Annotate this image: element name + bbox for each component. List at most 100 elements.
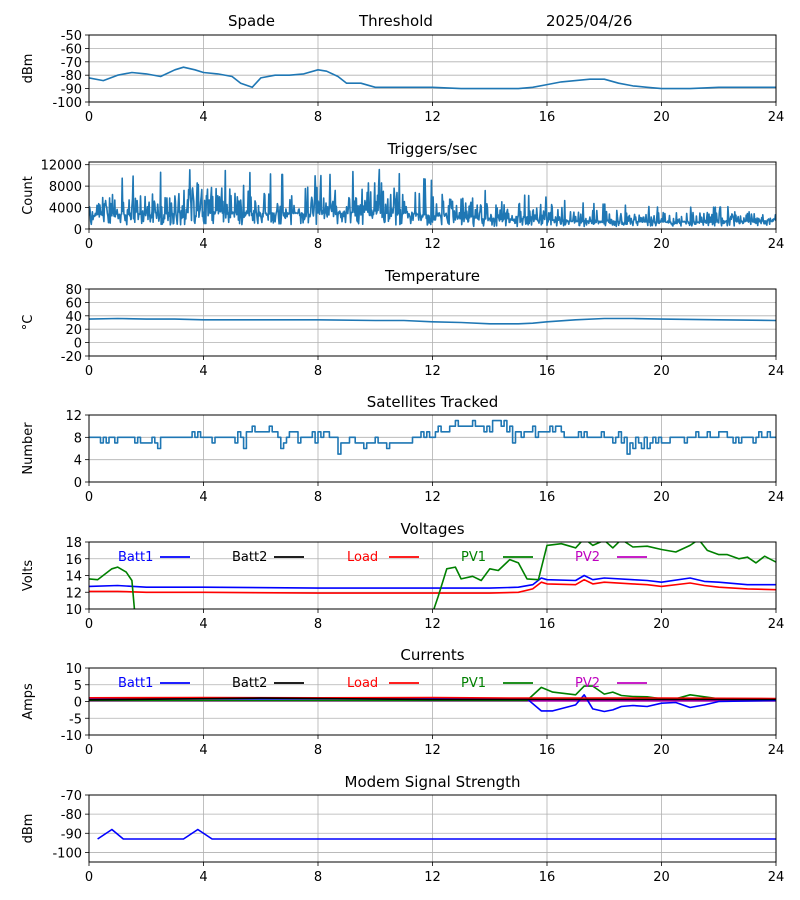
- x-tick-label: 20: [653, 110, 670, 125]
- chart-panel-6: [85, 667, 777, 739]
- y-tick-label: -5: [69, 712, 82, 727]
- y-axis-label: Volts: [21, 560, 36, 592]
- y-axis-label: dBm: [21, 814, 36, 844]
- chart-panel-4: [85, 414, 777, 486]
- series-line-batt1: [89, 574, 776, 589]
- x-tick-label: 24: [768, 237, 785, 252]
- chart-title: Triggers/sec: [387, 140, 478, 158]
- y-tick-label: 20: [65, 323, 82, 338]
- x-tick-label: 24: [768, 364, 785, 379]
- y-axis-label: Number: [21, 422, 36, 475]
- y-tick-label: 0: [74, 476, 82, 491]
- legend-label-batt2: Batt2: [232, 550, 267, 565]
- y-tick-label: 0: [74, 696, 82, 711]
- x-tick-label: 8: [314, 617, 322, 632]
- x-tick-label: 24: [768, 743, 785, 758]
- y-tick-label: 0: [74, 337, 82, 352]
- mode-label: Threshold: [359, 12, 433, 30]
- legend-label-pv1: PV1: [461, 676, 486, 691]
- y-tick-label: 16: [65, 553, 82, 568]
- y-tick-label: 4000: [49, 202, 82, 217]
- x-tick-label: 16: [539, 490, 556, 505]
- y-tick-label: -80: [61, 69, 82, 84]
- x-tick-label: 12: [424, 870, 441, 885]
- y-tick-label: -60: [61, 42, 82, 57]
- y-tick-label: 14: [65, 570, 82, 585]
- series-line-batt2: [89, 697, 776, 701]
- x-tick-label: 12: [424, 617, 441, 632]
- y-tick-label: 8000: [49, 180, 82, 195]
- x-tick-label: 16: [539, 237, 556, 252]
- x-tick-label: 12: [424, 490, 441, 505]
- series-line-1: [97, 828, 776, 840]
- x-tick-label: 0: [85, 870, 93, 885]
- chart-panel-1: [85, 34, 777, 106]
- x-tick-label: 0: [85, 237, 93, 252]
- x-tick-label: 16: [539, 870, 556, 885]
- x-tick-label: 4: [199, 743, 207, 758]
- series-line-pv1: [89, 685, 776, 702]
- y-tick-label: 40: [65, 310, 82, 325]
- chart-title: Satellites Tracked: [367, 393, 498, 411]
- series-line-pv1: [89, 542, 776, 609]
- x-tick-label: 12: [424, 237, 441, 252]
- y-tick-label: 4: [74, 454, 82, 469]
- x-tick-label: 8: [314, 364, 322, 379]
- site-name: Spade: [228, 12, 275, 30]
- x-tick-label: 4: [199, 364, 207, 379]
- x-tick-label: 4: [199, 110, 207, 125]
- x-tick-label: 4: [199, 617, 207, 632]
- y-tick-label: -70: [61, 56, 82, 71]
- series-line-1: [89, 317, 776, 325]
- x-tick-label: 16: [539, 364, 556, 379]
- y-tick-label: -90: [61, 83, 82, 98]
- x-tick-label: 24: [768, 617, 785, 632]
- y-tick-label: 12: [65, 409, 82, 424]
- legend-label-load: Load: [347, 676, 378, 691]
- x-tick-label: 8: [314, 743, 322, 758]
- x-tick-label: 8: [314, 490, 322, 505]
- y-tick-label: -80: [61, 808, 82, 823]
- y-tick-label: 80: [65, 283, 82, 298]
- x-tick-label: 20: [653, 364, 670, 379]
- chart-panel-7: [85, 794, 777, 866]
- legend-label-pv1: PV1: [461, 550, 486, 565]
- y-tick-label: 10: [65, 662, 82, 677]
- y-axis-label: dBm: [21, 54, 36, 84]
- x-tick-label: 4: [199, 490, 207, 505]
- x-tick-label: 0: [85, 364, 93, 379]
- y-tick-label: 0: [74, 223, 82, 238]
- x-tick-label: 20: [653, 743, 670, 758]
- y-tick-label: 12000: [41, 159, 82, 174]
- x-tick-label: 16: [539, 743, 556, 758]
- legend-label-load: Load: [347, 550, 378, 565]
- x-tick-label: 4: [199, 237, 207, 252]
- series-line-satellites: [89, 419, 776, 455]
- y-tick-label: -90: [61, 827, 82, 842]
- y-tick-label: -50: [61, 29, 82, 44]
- x-tick-label: 24: [768, 870, 785, 885]
- chart-title: Currents: [400, 646, 464, 664]
- series-line-1: [89, 66, 776, 90]
- y-axis-label: Amps: [21, 683, 36, 720]
- x-tick-label: 0: [85, 110, 93, 125]
- x-tick-label: 20: [653, 490, 670, 505]
- y-tick-label: -10: [61, 729, 82, 744]
- x-tick-label: 12: [424, 743, 441, 758]
- y-tick-label: 12: [65, 586, 82, 601]
- x-tick-label: 12: [424, 110, 441, 125]
- y-axis-label: Count: [21, 176, 36, 215]
- y-tick-label: 5: [74, 679, 82, 694]
- y-axis-label: °C: [21, 315, 36, 331]
- x-tick-label: 0: [85, 617, 93, 632]
- y-tick-label: 18: [65, 536, 82, 551]
- chart-panel-2: [85, 161, 777, 233]
- x-tick-label: 24: [768, 490, 785, 505]
- legend-label-pv2: PV2: [575, 676, 600, 691]
- x-tick-label: 8: [314, 870, 322, 885]
- legend-label-batt2: Batt2: [232, 676, 267, 691]
- y-tick-label: 60: [65, 296, 82, 311]
- legend-label-batt1: Batt1: [118, 676, 153, 691]
- x-tick-label: 20: [653, 870, 670, 885]
- series-line-triggers: [89, 168, 776, 228]
